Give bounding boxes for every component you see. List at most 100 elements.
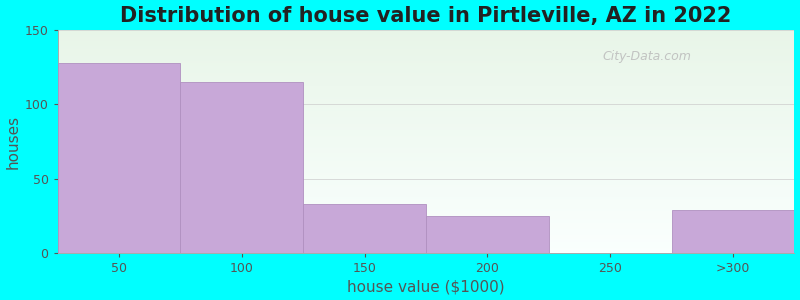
Bar <box>58 145 794 146</box>
Bar <box>58 204 794 205</box>
Bar <box>58 230 794 231</box>
Bar <box>58 116 794 117</box>
Bar <box>58 75 794 76</box>
Bar <box>58 42 794 43</box>
Bar <box>58 33 794 34</box>
Bar <box>58 224 794 225</box>
Bar <box>58 240 794 241</box>
Bar <box>58 55 794 56</box>
Bar <box>58 190 794 191</box>
Bar <box>58 164 794 165</box>
Bar <box>58 144 794 145</box>
Bar <box>58 83 794 85</box>
Bar <box>58 192 794 193</box>
Bar <box>58 63 794 64</box>
Bar <box>58 44 794 46</box>
Bar <box>58 38 794 39</box>
Bar <box>58 213 794 214</box>
Bar <box>58 250 794 251</box>
Bar <box>58 152 794 153</box>
Bar <box>58 30 794 31</box>
Bar <box>58 179 794 181</box>
Bar <box>58 203 794 204</box>
Bar <box>58 99 794 100</box>
Bar <box>58 191 794 192</box>
Bar <box>58 146 794 147</box>
Bar <box>58 135 794 136</box>
Bar <box>58 66 794 67</box>
Bar <box>58 115 794 116</box>
Bar <box>58 64 794 66</box>
Bar <box>58 106 794 107</box>
Bar <box>58 39 794 40</box>
Bar <box>58 181 794 182</box>
Bar <box>58 72 794 74</box>
Y-axis label: houses: houses <box>6 115 21 169</box>
Bar <box>58 174 794 175</box>
Bar <box>58 125 794 126</box>
Bar <box>58 123 794 124</box>
Bar <box>58 137 794 138</box>
Bar <box>672 210 794 253</box>
Bar <box>58 100 794 101</box>
X-axis label: house value ($1000): house value ($1000) <box>347 279 505 294</box>
Bar <box>303 204 426 253</box>
Bar <box>58 58 794 59</box>
Bar <box>58 223 794 224</box>
Bar <box>58 32 794 33</box>
Bar <box>58 52 794 53</box>
Bar <box>58 167 794 168</box>
Bar <box>58 175 794 176</box>
Bar <box>58 56 794 57</box>
Bar <box>58 60 794 61</box>
Bar <box>58 221 794 222</box>
Bar <box>58 48 794 49</box>
Bar <box>58 68 794 69</box>
Bar <box>58 249 794 250</box>
Bar <box>58 243 794 244</box>
Bar <box>58 126 794 127</box>
Bar <box>58 212 794 213</box>
Bar <box>58 110 794 111</box>
Bar <box>58 233 794 234</box>
Bar <box>58 157 794 158</box>
Bar <box>58 101 794 103</box>
Bar <box>58 88 794 89</box>
Bar <box>58 53 794 55</box>
Text: City-Data.com: City-Data.com <box>602 50 691 63</box>
Bar <box>58 182 794 183</box>
Bar <box>58 248 794 249</box>
Bar <box>58 59 794 60</box>
Bar <box>58 79 794 80</box>
Bar <box>58 136 794 137</box>
Bar <box>58 216 794 217</box>
Bar <box>58 122 794 123</box>
Bar <box>58 89 794 90</box>
Bar <box>58 143 794 144</box>
Bar <box>58 208 794 210</box>
Bar <box>58 139 794 140</box>
Bar <box>58 43 794 44</box>
Bar <box>58 196 794 197</box>
Bar <box>58 46 794 48</box>
Bar <box>58 168 794 169</box>
Bar <box>58 162 794 163</box>
Bar <box>58 172 794 173</box>
Bar <box>58 185 794 186</box>
Bar <box>58 140 794 142</box>
Bar <box>58 128 794 129</box>
Bar <box>58 50 794 51</box>
Bar <box>58 76 794 77</box>
Bar <box>58 169 794 171</box>
Bar <box>58 202 794 203</box>
Bar <box>58 40 794 41</box>
Bar <box>58 37 794 38</box>
Bar <box>58 241 794 242</box>
Bar <box>58 148 794 149</box>
Bar <box>58 228 794 229</box>
Bar <box>58 236 794 238</box>
Bar <box>58 183 794 184</box>
Bar <box>58 154 794 155</box>
Bar <box>58 95 794 96</box>
Bar <box>58 138 794 139</box>
